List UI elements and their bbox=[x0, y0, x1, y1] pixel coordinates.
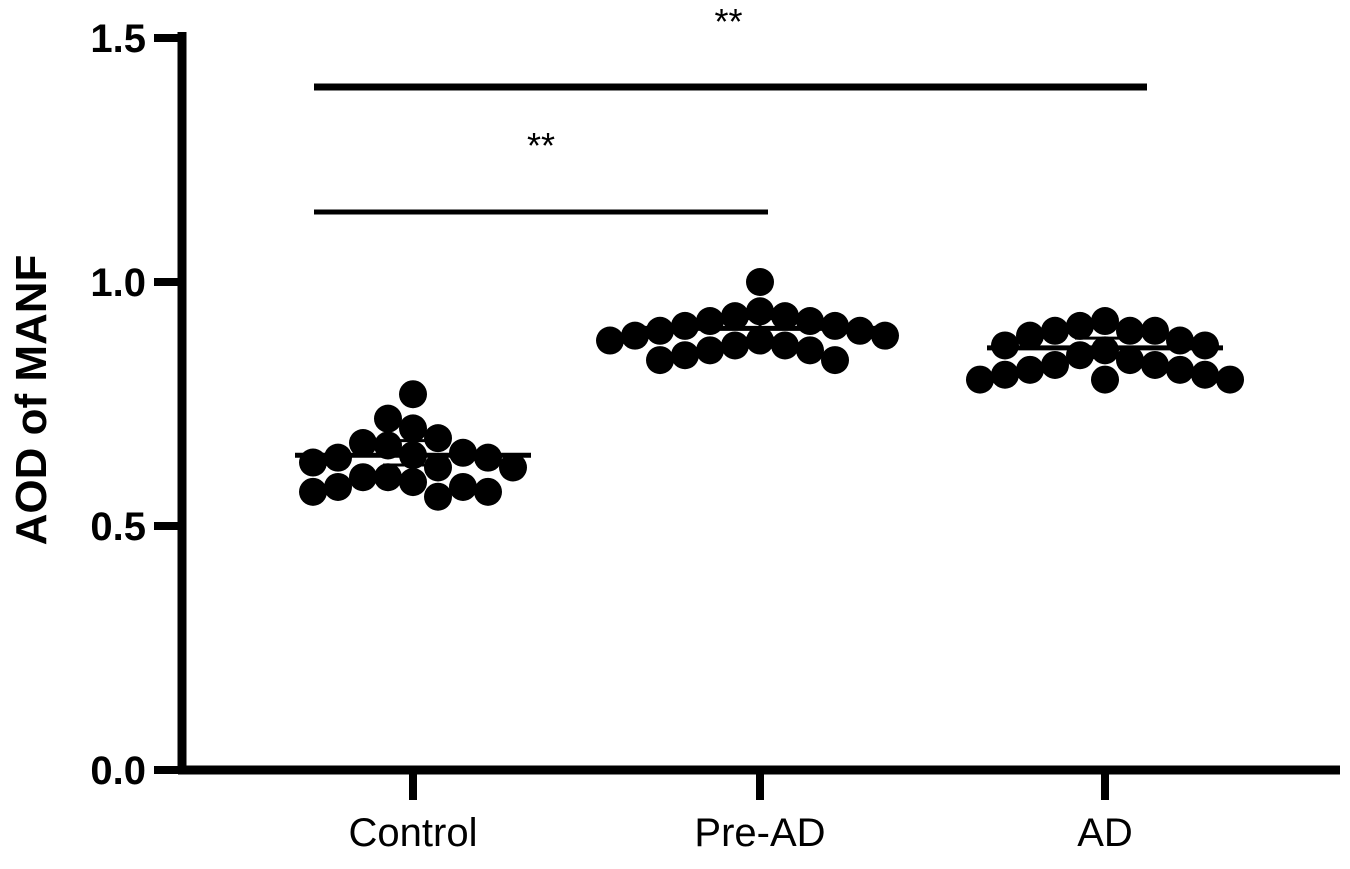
data-point bbox=[1016, 355, 1044, 384]
data-point bbox=[374, 404, 402, 433]
data-point bbox=[1041, 350, 1069, 379]
data-point bbox=[771, 331, 799, 360]
mean-error-bars bbox=[295, 317, 1223, 467]
data-point bbox=[746, 326, 774, 355]
data-point bbox=[671, 341, 699, 370]
y-tick-label: 0.0 bbox=[90, 749, 146, 793]
ticks: 0.0 0.5 1.0 1.5 Control Pre-AD AD bbox=[90, 17, 1132, 855]
data-point bbox=[991, 360, 1019, 389]
axes: AOD of MANF bbox=[7, 32, 1340, 775]
data-point bbox=[399, 414, 427, 443]
data-point bbox=[1191, 360, 1219, 389]
data-point bbox=[1116, 346, 1144, 375]
data-point bbox=[1166, 355, 1194, 384]
data-point bbox=[721, 331, 749, 360]
y-tick-label: 1.0 bbox=[90, 261, 146, 305]
significance-brackets: ** ** bbox=[314, 1, 1147, 215]
data-point bbox=[349, 429, 377, 458]
data-point bbox=[1091, 307, 1119, 336]
data-point bbox=[399, 380, 427, 409]
y-tick-label: 1.5 bbox=[90, 17, 146, 61]
data-point bbox=[1066, 311, 1094, 340]
data-point bbox=[1141, 316, 1169, 345]
data-point bbox=[424, 482, 452, 511]
data-point bbox=[1141, 350, 1169, 379]
significance-label: ** bbox=[714, 1, 742, 42]
data-point bbox=[349, 463, 377, 492]
x-tick-label: Pre-AD bbox=[694, 811, 825, 855]
data-point bbox=[821, 346, 849, 375]
y-axis-title: AOD of MANF bbox=[7, 255, 56, 546]
data-point bbox=[596, 326, 624, 355]
data-point bbox=[1116, 316, 1144, 345]
data-point bbox=[399, 468, 427, 497]
data-point bbox=[966, 365, 994, 394]
data-point bbox=[646, 346, 674, 375]
data-point bbox=[721, 302, 749, 331]
x-tick-label: Control bbox=[349, 811, 478, 855]
data-point bbox=[474, 477, 502, 506]
data-point bbox=[324, 472, 352, 501]
data-points bbox=[299, 268, 1244, 511]
data-point bbox=[771, 302, 799, 331]
data-point bbox=[1091, 365, 1119, 394]
data-point bbox=[1041, 316, 1069, 345]
data-point bbox=[1216, 365, 1244, 394]
data-point bbox=[1016, 321, 1044, 350]
y-tick-label: 0.5 bbox=[90, 505, 146, 549]
data-point bbox=[374, 463, 402, 492]
data-point bbox=[449, 472, 477, 501]
data-point bbox=[424, 453, 452, 482]
data-point bbox=[424, 424, 452, 453]
data-point bbox=[499, 453, 527, 482]
data-point bbox=[299, 477, 327, 506]
data-point bbox=[796, 336, 824, 365]
data-point bbox=[746, 268, 774, 296]
data-point bbox=[374, 431, 402, 460]
data-point bbox=[696, 336, 724, 365]
x-tick-label: AD bbox=[1077, 811, 1133, 855]
significance-label: ** bbox=[527, 125, 555, 166]
